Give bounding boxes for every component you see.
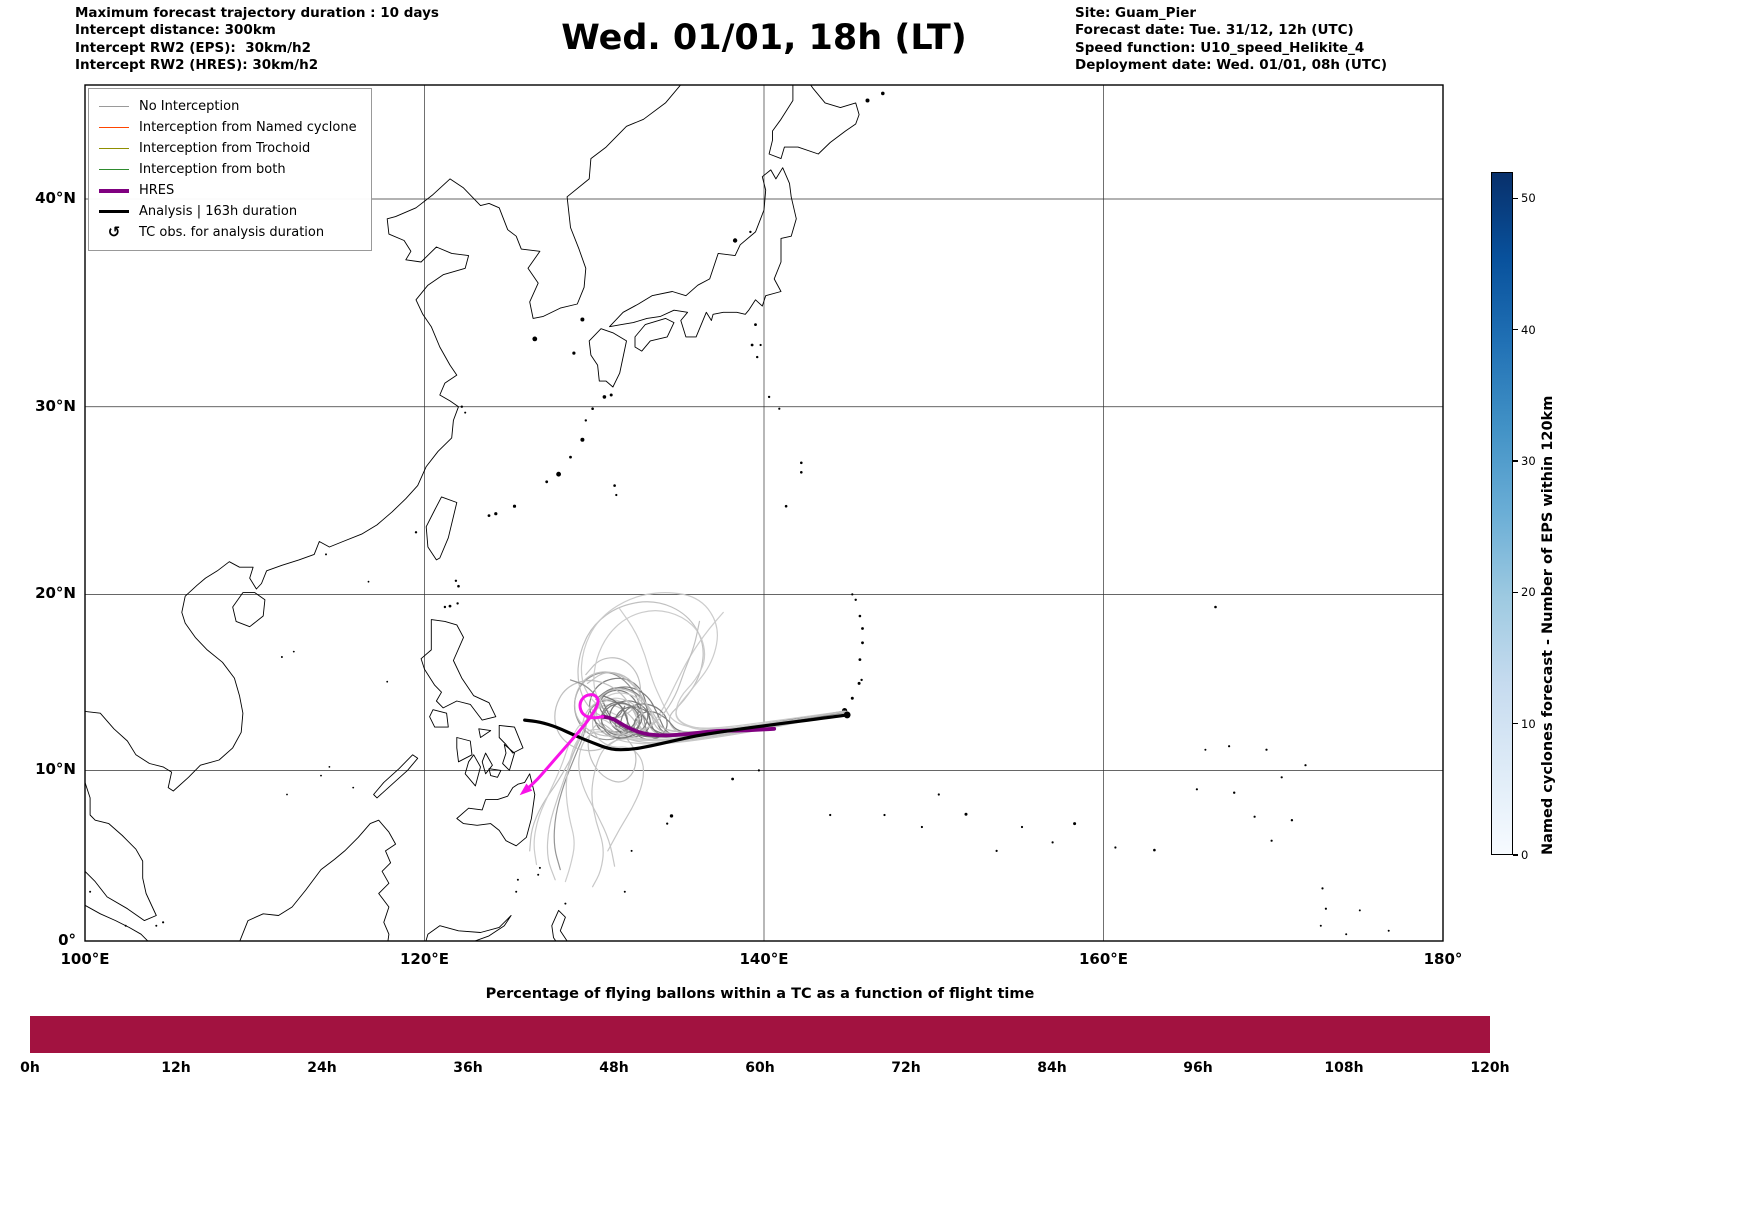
legend-item: Interception from both xyxy=(99,159,357,180)
map-frame xyxy=(84,84,1444,942)
colorbar-tick-label: 0 xyxy=(1521,848,1529,862)
header-left-line: Intercept RW2 (EPS): 30km/h2 xyxy=(75,39,311,56)
header-right-line: Forecast date: Tue. 31/12, 12h (UTC) xyxy=(1075,22,1354,39)
eps-trajectory xyxy=(578,712,845,867)
eps-trajectory xyxy=(591,712,847,888)
legend-label: Interception from both xyxy=(139,162,286,177)
analysis-start-marker xyxy=(843,711,851,719)
colorbar-tick-label: 30 xyxy=(1521,453,1536,468)
header-left-line: Maximum forecast trajectory duration : 1… xyxy=(75,5,439,21)
y-tick-label: 0° xyxy=(58,931,76,949)
legend-item: Interception from Named cyclone xyxy=(99,117,357,138)
x-tick-label: 180° xyxy=(1423,950,1463,968)
colorbar-tick-mark xyxy=(1513,591,1518,593)
y-tick-label: 20°N xyxy=(35,584,76,603)
header-right-line: Deployment date: Wed. 01/01, 08h (UTC) xyxy=(1075,57,1388,74)
legend-label: Interception from Named cyclone xyxy=(139,120,357,135)
eps-trajectory xyxy=(593,610,847,730)
legend-item: HRES xyxy=(99,180,357,201)
bottom-chart-tick-label: 84h xyxy=(1037,1060,1067,1076)
colorbar-label: Named cyclones forecast - Number of EPS … xyxy=(1540,395,1556,855)
bottom-chart-tick-label: 120h xyxy=(1470,1060,1510,1076)
legend-line-swatch xyxy=(99,147,129,150)
bottom-chart-tick-label: 72h xyxy=(891,1060,921,1076)
bottom-chart-tick-label: 0h xyxy=(20,1060,40,1076)
y-tick-label: 10°N xyxy=(35,760,76,779)
colorbar-tick-mark xyxy=(1513,460,1518,462)
x-tick-label: 100°E xyxy=(60,950,110,968)
tc-obs-symbol: ↺ xyxy=(107,223,121,241)
legend-item: Analysis | 163h duration xyxy=(99,201,357,222)
legend-line-swatch xyxy=(99,168,129,171)
bottom-chart-bar xyxy=(30,1016,1490,1053)
legend-label: Interception from Trochoid xyxy=(139,141,311,156)
colorbar xyxy=(1491,172,1513,855)
colorbar-tick-label: 10 xyxy=(1521,716,1536,731)
colorbar-tick-label: 40 xyxy=(1521,322,1536,337)
legend: No Interception Interception from Named c… xyxy=(88,88,372,251)
island-dots xyxy=(89,91,1390,936)
y-tick-label: 40°N xyxy=(35,189,76,207)
hres-arrowhead xyxy=(519,783,533,796)
header-right-line: Speed function: U10_speed_Helikite_4 xyxy=(1075,39,1365,56)
legend-item: ↺ TC obs. for analysis duration xyxy=(99,222,357,243)
legend-item: Interception from Trochoid xyxy=(99,138,357,159)
trajectories xyxy=(519,592,851,888)
header-right-line: Site: Guam_Pier xyxy=(1075,5,1197,21)
legend-line-swatch xyxy=(99,188,129,193)
bottom-chart-title: Percentage of flying ballons within a TC… xyxy=(485,986,1035,1002)
legend-label: No Interception xyxy=(139,99,240,114)
colorbar-tick-mark xyxy=(1513,723,1518,725)
header-left-line: Intercept distance: 300km xyxy=(75,22,276,39)
colorbar-tick-mark xyxy=(1513,329,1518,331)
legend-label: TC obs. for analysis duration xyxy=(139,225,325,240)
track-analysis-163h-duration xyxy=(523,713,849,752)
colorbar-tick-mark xyxy=(1513,854,1518,856)
bottom-chart-tick-label: 36h xyxy=(453,1060,483,1076)
legend-label: Analysis | 163h duration xyxy=(139,204,298,219)
eps-trajectory xyxy=(595,620,845,735)
header-right-block: Site: Guam_Pier Forecast date: Tue. 31/12… xyxy=(1075,5,1387,75)
legend-item: No Interception xyxy=(99,96,357,117)
legend-line-swatch xyxy=(99,209,129,214)
bottom-chart-tick-label: 60h xyxy=(745,1060,775,1076)
legend-line-swatch xyxy=(99,105,129,108)
coastlines xyxy=(85,85,860,941)
colorbar-tick-label: 50 xyxy=(1521,191,1536,206)
eps-trajectory xyxy=(587,712,843,783)
bottom-chart-tick-label: 108h xyxy=(1324,1060,1364,1076)
x-tick-label: 160°E xyxy=(1078,950,1129,968)
colorbar-tick-mark xyxy=(1513,197,1518,199)
bottom-chart-tick-label: 24h xyxy=(307,1060,337,1076)
page-title: Wed. 01/01, 18h (LT) xyxy=(561,18,967,58)
bottom-chart-tick-label: 96h xyxy=(1183,1060,1213,1076)
track-hres-recent-leg xyxy=(523,693,605,793)
x-tick-label: 140°E xyxy=(739,950,789,968)
x-tick-label: 120°E xyxy=(399,950,450,968)
header-left-line: Intercept RW2 (HRES): 30km/h2 xyxy=(75,57,319,74)
eps-trajectory xyxy=(619,608,845,729)
bottom-chart-tick-label: 48h xyxy=(599,1060,629,1076)
header-left-block: Maximum forecast trajectory duration : 1… xyxy=(75,5,439,75)
eps-trajectory xyxy=(577,601,847,736)
y-tick-label: 30°N xyxy=(35,396,76,415)
legend-label: HRES xyxy=(139,183,175,198)
legend-line-swatch xyxy=(99,126,129,129)
colorbar-tick-label: 20 xyxy=(1521,585,1536,600)
bottom-chart-tick-label: 12h xyxy=(161,1060,191,1076)
